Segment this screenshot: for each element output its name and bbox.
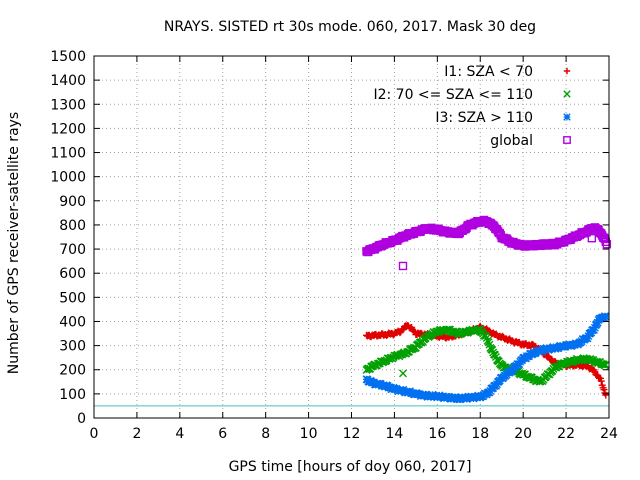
series-2 — [362, 312, 610, 404]
y-tick-label: 700 — [59, 242, 86, 258]
data-point — [484, 338, 493, 347]
y-tick-label: 0 — [77, 411, 86, 427]
data-point — [601, 360, 610, 369]
y-tick-label: 200 — [59, 363, 86, 379]
y-tick-label: 900 — [59, 194, 86, 210]
data-point — [515, 360, 524, 369]
legend-marker — [563, 136, 571, 144]
legend-label: I3: SZA > 110 — [435, 110, 533, 126]
x-tick-label: 14 — [386, 426, 404, 442]
chart-title: NRAYS. SISTED rt 30s mode. 060, 2017. Ma… — [164, 19, 536, 35]
y-tick-label: 1500 — [50, 49, 86, 65]
series-3 — [362, 215, 612, 271]
legend-marker — [563, 113, 571, 121]
y-tick-label: 400 — [59, 314, 86, 330]
data-point — [481, 331, 490, 340]
y-tick-label: 800 — [59, 218, 86, 234]
data-point — [593, 318, 602, 327]
y-tick-label: 1100 — [50, 146, 86, 162]
y-axis-title: Number of GPS receiver-satellite rays — [6, 112, 22, 374]
data-point — [482, 334, 491, 343]
ticks: 0 2 4 6 8 10 12 14 16 18 20 22 240100200300400500600… — [50, 49, 618, 442]
data-point — [590, 323, 599, 332]
y-tick-label: 1000 — [50, 170, 86, 186]
x-axis-title: GPS time [hours of doy 060, 2017] — [229, 459, 472, 475]
legend-label: global — [490, 133, 533, 149]
data-point — [488, 345, 497, 354]
x-tick-label: 2 — [132, 426, 141, 442]
x-tick-label: 8 — [261, 426, 270, 442]
x-tick-label: 12 — [343, 426, 361, 442]
data-point — [583, 334, 592, 343]
x-tick-label: 20 — [514, 426, 532, 442]
legend-marker — [563, 67, 571, 75]
legend-label: I1: SZA < 70 — [444, 64, 533, 80]
data-point — [602, 391, 610, 399]
outlier-point — [398, 261, 408, 271]
y-tick-label: 500 — [59, 290, 86, 306]
y-tick-label: 1400 — [50, 73, 86, 89]
y-tick-label: 1200 — [50, 121, 86, 137]
y-tick-label: 100 — [59, 387, 86, 403]
plot-frame — [93, 55, 610, 419]
data-point — [491, 350, 500, 359]
x-tick-label: 0 — [90, 426, 99, 442]
y-tick-label: 300 — [59, 339, 86, 355]
series-1 — [362, 324, 610, 386]
series-layer — [362, 215, 612, 404]
legend: I1: SZA < 70 I2: 70 <= SZA <= 110 I3: SZA … — [373, 64, 571, 149]
outlier-point — [399, 369, 407, 378]
y-tick-label: 600 — [59, 266, 86, 282]
x-tick-label: 16 — [428, 426, 446, 442]
x-tick-label: 22 — [557, 426, 575, 442]
legend-label: I2: 70 <= SZA <= 110 — [373, 87, 533, 103]
x-tick-label: 24 — [600, 426, 618, 442]
data-point — [589, 325, 598, 334]
data-point — [597, 377, 605, 385]
outlier-point — [587, 234, 597, 243]
x-tick-label: 4 — [175, 426, 184, 442]
y-tick-label: 1300 — [50, 97, 86, 113]
x-tick-label: 10 — [300, 426, 318, 442]
data-point — [600, 386, 608, 394]
outlier-point — [602, 240, 612, 249]
legend-marker — [563, 90, 571, 98]
x-tick-label: 18 — [471, 426, 489, 442]
data-point — [508, 366, 517, 375]
data-point — [601, 312, 610, 321]
x-tick-label: 6 — [218, 426, 227, 442]
